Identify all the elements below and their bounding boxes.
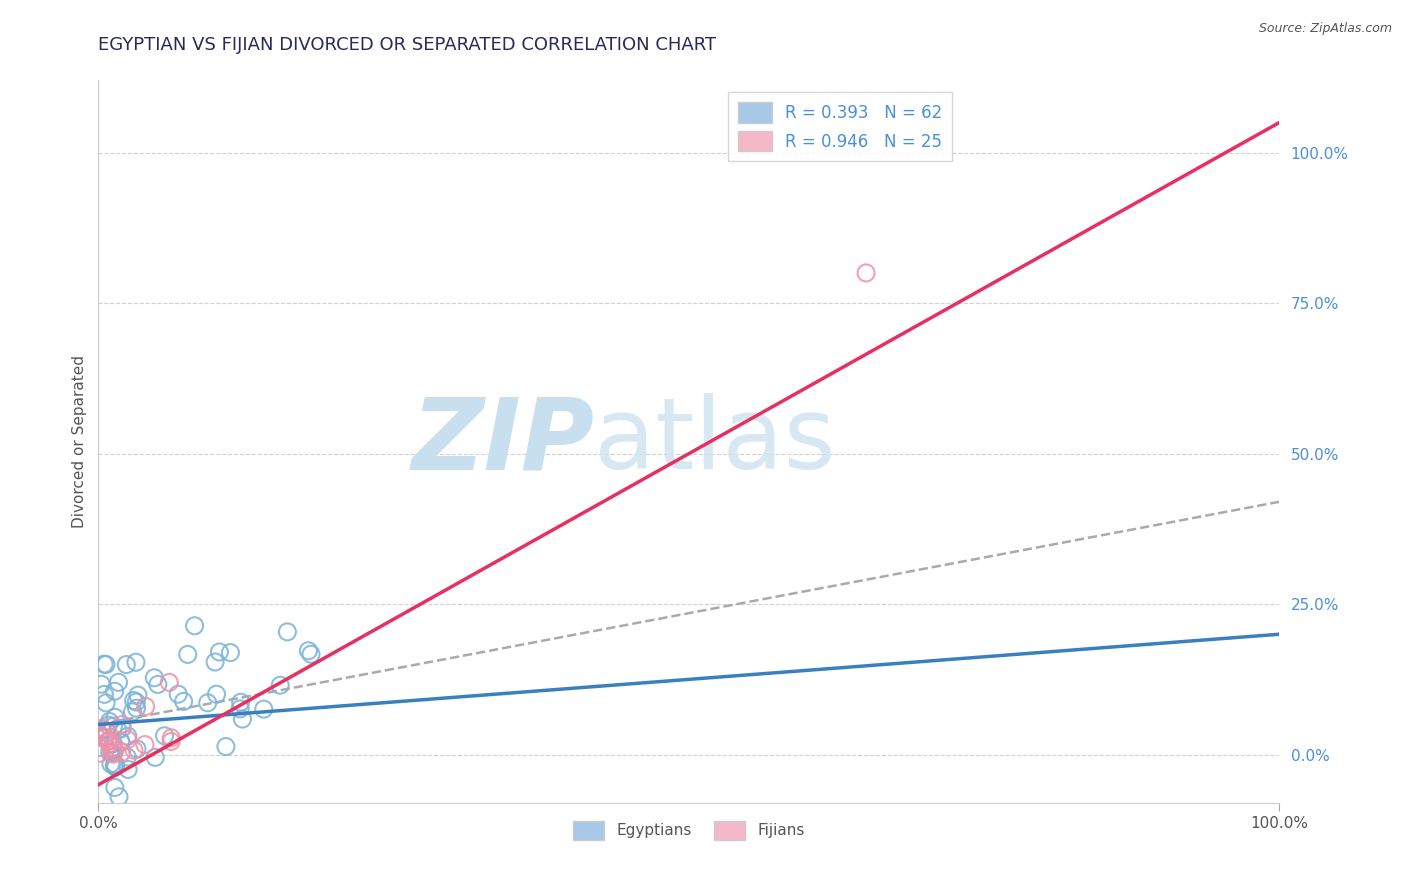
Point bbox=[104, 757, 127, 772]
Point bbox=[167, 687, 190, 701]
Point bbox=[229, 695, 252, 709]
Point bbox=[157, 675, 180, 690]
Point bbox=[98, 733, 121, 747]
Point bbox=[94, 696, 117, 710]
Point bbox=[104, 780, 127, 795]
Point bbox=[104, 684, 127, 698]
Point bbox=[219, 646, 242, 660]
Text: atlas: atlas bbox=[595, 393, 837, 490]
Point bbox=[146, 677, 169, 691]
Point bbox=[143, 671, 166, 685]
Point bbox=[197, 696, 219, 710]
Point bbox=[183, 619, 205, 633]
Point bbox=[103, 758, 125, 772]
Point bbox=[117, 750, 139, 764]
Point bbox=[143, 750, 166, 764]
Text: ZIP: ZIP bbox=[412, 393, 595, 490]
Point bbox=[117, 732, 139, 747]
Point bbox=[91, 723, 114, 737]
Point bbox=[122, 693, 145, 707]
Point bbox=[103, 747, 125, 761]
Point bbox=[108, 789, 131, 804]
Point bbox=[111, 746, 134, 760]
Point bbox=[97, 734, 120, 748]
Point bbox=[134, 738, 156, 752]
Point bbox=[97, 734, 120, 748]
Point bbox=[111, 717, 134, 731]
Point bbox=[205, 687, 228, 701]
Text: EGYPTIAN VS FIJIAN DIVORCED OR SEPARATED CORRELATION CHART: EGYPTIAN VS FIJIAN DIVORCED OR SEPARATED… bbox=[98, 36, 717, 54]
Point bbox=[100, 746, 122, 760]
Point bbox=[855, 266, 877, 280]
Point bbox=[125, 701, 148, 715]
Point bbox=[160, 731, 183, 745]
Point bbox=[104, 760, 127, 774]
Point bbox=[93, 657, 115, 672]
Point bbox=[177, 648, 200, 662]
Point bbox=[98, 737, 121, 751]
Point bbox=[90, 677, 112, 691]
Text: Source: ZipAtlas.com: Source: ZipAtlas.com bbox=[1258, 22, 1392, 36]
Point bbox=[204, 655, 226, 669]
Point bbox=[117, 763, 139, 777]
Point bbox=[89, 729, 111, 743]
Point bbox=[98, 714, 121, 729]
Legend: Egyptians, Fijians: Egyptians, Fijians bbox=[567, 815, 811, 846]
Point bbox=[115, 657, 138, 672]
Point bbox=[231, 712, 253, 726]
Point bbox=[91, 721, 114, 735]
Point bbox=[229, 702, 252, 716]
Point bbox=[276, 624, 298, 639]
Point bbox=[98, 738, 121, 752]
Point bbox=[104, 710, 127, 724]
Point bbox=[98, 745, 121, 759]
Point bbox=[107, 723, 129, 738]
Point bbox=[94, 657, 117, 672]
Point bbox=[122, 743, 145, 757]
Point bbox=[93, 731, 115, 746]
Point bbox=[117, 729, 139, 743]
Point bbox=[111, 722, 134, 736]
Point bbox=[125, 655, 148, 669]
Point bbox=[135, 699, 157, 714]
Point bbox=[208, 645, 231, 659]
Point bbox=[96, 725, 118, 739]
Point bbox=[253, 702, 276, 716]
Point bbox=[127, 688, 149, 702]
Point bbox=[173, 694, 195, 708]
Point bbox=[107, 675, 129, 690]
Point bbox=[121, 705, 143, 719]
Y-axis label: Divorced or Separated: Divorced or Separated bbox=[72, 355, 87, 528]
Point bbox=[125, 695, 148, 709]
Point bbox=[153, 729, 176, 743]
Point bbox=[110, 735, 132, 749]
Point bbox=[100, 756, 122, 771]
Point bbox=[93, 730, 115, 744]
Point bbox=[110, 735, 132, 749]
Point bbox=[93, 687, 115, 701]
Point bbox=[299, 647, 322, 661]
Point bbox=[269, 678, 291, 692]
Point bbox=[101, 747, 124, 761]
Point bbox=[90, 729, 112, 743]
Point bbox=[97, 718, 120, 732]
Point bbox=[104, 759, 127, 773]
Point bbox=[160, 734, 183, 748]
Point bbox=[104, 743, 127, 757]
Point bbox=[101, 737, 124, 751]
Point bbox=[89, 740, 111, 755]
Point bbox=[215, 739, 238, 754]
Point bbox=[103, 719, 125, 733]
Point bbox=[297, 644, 319, 658]
Point bbox=[101, 740, 124, 755]
Point bbox=[125, 742, 148, 756]
Point bbox=[89, 746, 111, 760]
